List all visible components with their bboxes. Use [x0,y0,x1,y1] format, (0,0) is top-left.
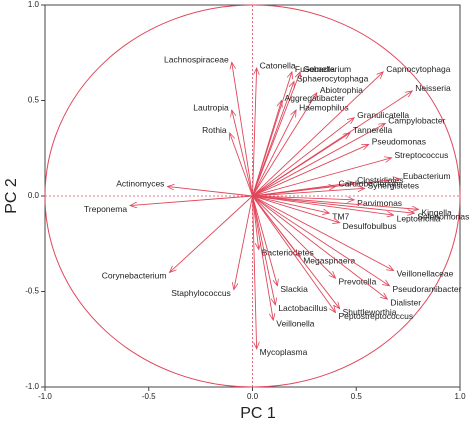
variable-label: Haemophilus [299,102,349,112]
loading-arrow [252,195,274,320]
loading-arrow [252,81,295,197]
loading-arrow [252,195,257,349]
variable-label: Veillonellaceae [397,269,454,279]
variable-label: Sphaerocytophaga [297,74,369,84]
variable-label: Mycoplasma [260,347,308,357]
variable-label: Capnocytophaga [386,64,451,74]
variable-label: Pseudoramibacter [392,284,461,294]
loading-arrow [170,195,253,272]
loading-arrow [230,133,253,197]
loading-arrow [252,93,317,197]
loading-arrow [234,195,253,290]
loading-arrow [232,110,253,197]
x-tick-label: -0.5 [142,392,156,401]
loading-arrow [252,195,390,286]
x-tick-label: -1.0 [38,392,52,401]
loading-arrow [167,186,253,197]
loading-arrow [252,123,386,197]
variable-label: Clostridiales [357,175,403,185]
loading-arrow [252,144,369,197]
variable-label: Kingella [422,208,453,218]
y-tick-label: -0.5 [25,287,39,296]
loading-arrow [252,195,276,305]
variable-label: Staphylococcus [171,288,231,298]
y-axis-title: PC 2 [3,178,20,214]
loading-arrow [252,101,282,197]
loading-arrow [252,68,257,197]
variable-label: Megasphaera [303,255,355,265]
variable-label: Synergistetes [368,181,420,191]
variable-label: Actinomyces [116,179,164,189]
loading-arrow [252,195,388,299]
loading-arrow [252,110,297,197]
variable-label: Streptococcus [395,150,449,160]
variable-label: Parvimonas [357,198,402,208]
loading-arrow [252,195,340,223]
x-axis-title: PC 1 [240,405,276,422]
variable-label: Gemella [303,64,335,74]
x-tick-label: 1.0 [454,392,466,401]
loading-arrow [252,195,330,213]
variable-label: Lactobacillus [278,303,327,313]
loading-arrow [130,195,253,206]
variable-label: Lachnospiraceae [164,55,229,65]
variable-label: Cardiobacterium [339,179,401,189]
variable-label: Eubacterium [403,171,451,181]
loading-arrow [252,158,392,197]
variable-label: Bacteriodetes [262,248,314,258]
variable-label: Dialister [390,297,421,307]
y-tick-label: 0.0 [28,191,40,200]
y-tick-label: 1.0 [28,0,40,9]
variable-label: Tannerella [353,125,392,135]
loading-arrow [252,72,384,197]
variable-label: Granulicatella [357,110,409,120]
loading-arrow [252,195,415,213]
x-tick-label: 0.0 [247,392,259,401]
loading-arrow [232,62,253,197]
loading-arrow [252,195,419,209]
variable-label: Catonella [260,60,296,70]
unit-circle [44,4,461,388]
loading-arrow [252,195,394,270]
loading-arrow [252,186,336,197]
loading-arrow [252,195,394,215]
variable-label: Desulfobulbus [343,221,397,231]
loading-arrow [252,195,336,313]
loading-arrow [252,195,355,200]
loading-arrow [252,195,278,286]
variable-label: Veillonella [276,318,315,328]
loading-arrow [252,195,340,309]
variable-label: Abiotrophia [320,85,363,95]
variable-label: Aggregatibacter [285,93,345,103]
loading-arrow [252,195,336,278]
variable-label: Slackia [280,284,308,294]
variable-label: Corynebacterium [102,271,167,281]
variable-label: TM7 [332,211,349,221]
y-tick-label: -1.0 [25,382,39,391]
variable-label: Peptostreptococcus [339,311,414,321]
y-tick-label: 0.5 [28,96,40,105]
loading-arrow [252,188,365,197]
variable-label: Leptotrichia [397,213,441,223]
variable-label: Neisseria [415,83,451,93]
loading-arrow [252,118,355,197]
variable-label: Shuttleworthia [343,307,397,317]
variable-label: Prevotella [339,276,377,286]
variable-label: Pseudomonas [372,137,426,147]
variable-label: Treponema [84,204,127,214]
loading-arrow [252,133,351,197]
variable-label: Campylobacter [388,116,445,126]
variable-label: Fusobacterium [295,64,351,74]
variable-label: Lautropia [193,102,229,112]
x-tick-label: 0.5 [351,392,363,401]
variable-label: Selenomonas [417,211,469,221]
variable-label: Rothia [202,125,227,135]
